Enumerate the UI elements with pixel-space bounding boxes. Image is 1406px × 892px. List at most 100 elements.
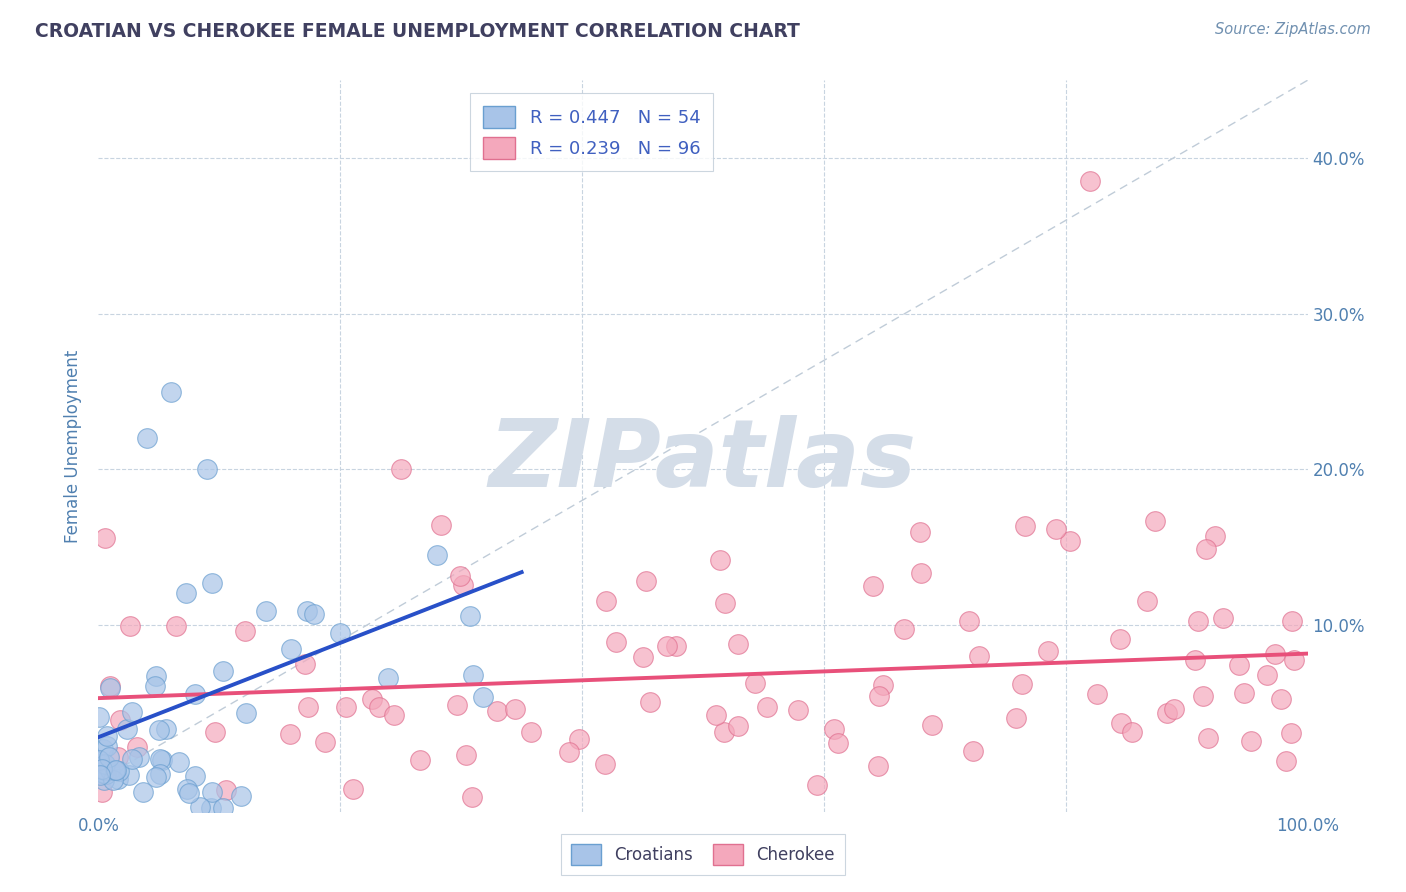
Point bbox=[709, 552, 731, 566]
Text: Source: ZipAtlas.com: Source: ZipAtlas.com bbox=[1215, 22, 1371, 37]
Point bbox=[1274, 755, 1296, 769]
Point bbox=[449, 569, 471, 583]
Point bbox=[595, 594, 617, 608]
Point bbox=[280, 727, 302, 741]
Point bbox=[1121, 725, 1143, 739]
Point bbox=[605, 635, 627, 649]
Point bbox=[862, 578, 884, 592]
Point bbox=[120, 619, 142, 633]
Point bbox=[201, 576, 224, 591]
Point bbox=[188, 800, 211, 814]
Point bbox=[254, 604, 277, 618]
Point bbox=[1163, 702, 1185, 716]
Point bbox=[446, 698, 468, 712]
Point bbox=[342, 782, 364, 797]
Point bbox=[145, 770, 167, 784]
Point bbox=[377, 672, 399, 686]
Point bbox=[149, 767, 172, 781]
Point bbox=[328, 626, 350, 640]
Point bbox=[174, 586, 197, 600]
Point bbox=[121, 706, 143, 720]
Point bbox=[921, 718, 943, 732]
Point bbox=[179, 786, 201, 800]
Point bbox=[215, 783, 238, 797]
Point bbox=[314, 735, 336, 749]
Point bbox=[98, 764, 121, 778]
Point bbox=[361, 692, 384, 706]
Point bbox=[1233, 685, 1256, 699]
Legend: R = 0.447   N = 54, R = 0.239   N = 96: R = 0.447 N = 54, R = 0.239 N = 96 bbox=[470, 93, 713, 171]
Point bbox=[1191, 689, 1213, 703]
Point bbox=[806, 778, 828, 792]
Point bbox=[125, 740, 148, 755]
Point bbox=[1279, 725, 1302, 739]
Point bbox=[1045, 522, 1067, 536]
Point bbox=[1227, 657, 1250, 672]
Point bbox=[118, 768, 141, 782]
Point bbox=[967, 648, 990, 663]
Point bbox=[94, 763, 117, 777]
Y-axis label: Female Unemployment: Female Unemployment bbox=[65, 350, 83, 542]
Point bbox=[568, 731, 591, 746]
Point bbox=[389, 462, 412, 476]
Point bbox=[593, 756, 616, 771]
Point bbox=[107, 749, 129, 764]
Point bbox=[368, 700, 391, 714]
Point bbox=[143, 680, 166, 694]
Point bbox=[714, 596, 737, 610]
Point bbox=[727, 636, 749, 650]
Point bbox=[1270, 692, 1292, 706]
Point bbox=[167, 756, 190, 770]
Point bbox=[280, 641, 302, 656]
Point bbox=[471, 690, 494, 704]
Point bbox=[94, 531, 117, 545]
Point bbox=[148, 723, 170, 738]
Point bbox=[557, 745, 579, 759]
Point bbox=[908, 524, 931, 539]
Point bbox=[1197, 731, 1219, 745]
Point bbox=[335, 699, 357, 714]
Point bbox=[87, 754, 110, 768]
Point bbox=[212, 800, 235, 814]
Point bbox=[485, 704, 508, 718]
Point bbox=[128, 750, 150, 764]
Point bbox=[149, 752, 172, 766]
Point bbox=[96, 739, 118, 754]
Point bbox=[756, 699, 779, 714]
Point bbox=[631, 650, 654, 665]
Point bbox=[115, 722, 138, 736]
Point bbox=[235, 706, 257, 721]
Point bbox=[713, 725, 735, 739]
Point bbox=[104, 763, 127, 777]
Point bbox=[93, 773, 115, 788]
Point bbox=[108, 764, 131, 778]
Point bbox=[1014, 519, 1036, 533]
Point bbox=[893, 622, 915, 636]
Point bbox=[132, 784, 155, 798]
Point bbox=[184, 769, 207, 783]
Point bbox=[1281, 615, 1303, 629]
Point bbox=[98, 750, 121, 764]
Point bbox=[827, 736, 849, 750]
Point bbox=[155, 722, 177, 736]
Point bbox=[664, 639, 686, 653]
Point bbox=[91, 762, 114, 776]
Point bbox=[823, 722, 845, 736]
Point bbox=[1264, 647, 1286, 661]
Point bbox=[1256, 668, 1278, 682]
Point bbox=[634, 574, 657, 588]
Point bbox=[135, 431, 157, 445]
Point bbox=[1187, 614, 1209, 628]
Point bbox=[1143, 514, 1166, 528]
Point bbox=[107, 772, 129, 786]
Point bbox=[121, 752, 143, 766]
Point bbox=[1085, 687, 1108, 701]
Point bbox=[204, 725, 226, 739]
Point bbox=[96, 729, 118, 743]
Point bbox=[1156, 706, 1178, 721]
Legend: Croatians, Cherokee: Croatians, Cherokee bbox=[561, 834, 845, 875]
Point bbox=[1038, 644, 1060, 658]
Point bbox=[295, 604, 318, 618]
Point bbox=[229, 789, 252, 803]
Point bbox=[104, 763, 127, 777]
